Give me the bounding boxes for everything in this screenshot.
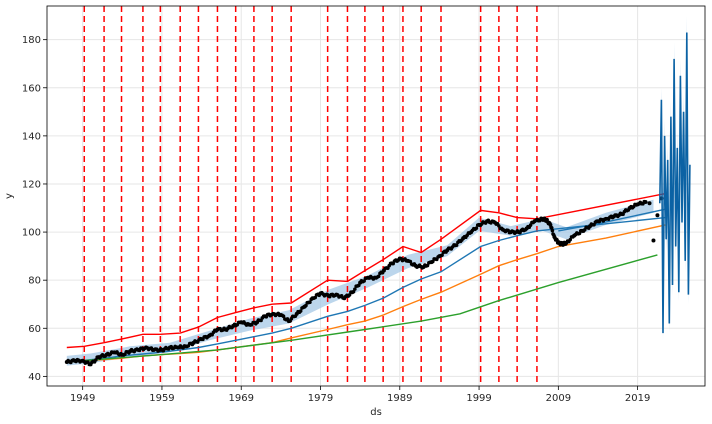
y-tick-label: 180 (22, 35, 41, 46)
y-tick-label: 160 (22, 83, 41, 94)
forecast-tail-line (659, 32, 691, 334)
observation-point (643, 200, 648, 205)
y-tick-label: 80 (28, 276, 41, 287)
y-tick-label: 100 (22, 228, 41, 239)
observation-point (94, 358, 98, 362)
plot-frame (46, 5, 706, 387)
x-tick-label: 1989 (387, 393, 412, 404)
y-tick-label: 40 (28, 372, 41, 383)
x-tick-label: 1999 (466, 393, 491, 404)
y-tick-label: 140 (22, 131, 41, 142)
x-tick-label: 1949 (70, 393, 95, 404)
observation-point (568, 237, 573, 242)
observation-point (304, 303, 308, 308)
observation-point (647, 201, 652, 206)
y-axis-label: y (4, 193, 15, 199)
x-tick-label: 2009 (546, 393, 571, 404)
observation-points (64, 196, 664, 367)
y-tick-label: 60 (28, 324, 41, 335)
observation-point (347, 293, 352, 297)
observation-point (308, 300, 312, 304)
y-tick-label: 120 (22, 179, 41, 190)
changepoint-lines (83, 6, 538, 386)
x-axis-ticks: 1949 1959 1969 1979 1989 1999 2009 2019 (70, 386, 650, 404)
series-line (66, 254, 658, 363)
observation-point (376, 274, 381, 279)
x-tick-label: 1979 (308, 393, 333, 404)
x-tick-label: 2019 (625, 393, 650, 404)
observation-point (474, 226, 479, 230)
observation-point (651, 238, 656, 243)
observation-point (550, 228, 555, 233)
x-axis-label: ds (370, 407, 382, 418)
observation-point (549, 225, 554, 230)
x-tick-label: 1959 (149, 393, 174, 404)
x-tick-label: 1969 (229, 393, 254, 404)
observation-point (454, 243, 459, 248)
observation-point (281, 314, 286, 318)
y-axis-ticks: 40 60 80 100 120 140 160 180 (22, 35, 47, 383)
forecast-tail-layer (659, 15, 691, 341)
series-line (66, 216, 666, 363)
trend-series-layer (66, 192, 666, 363)
observation-point (655, 213, 660, 218)
series-line (66, 192, 666, 349)
observation-point (353, 287, 357, 291)
series-line (558, 208, 666, 232)
observation-point (298, 309, 303, 313)
observation-point (440, 253, 444, 257)
